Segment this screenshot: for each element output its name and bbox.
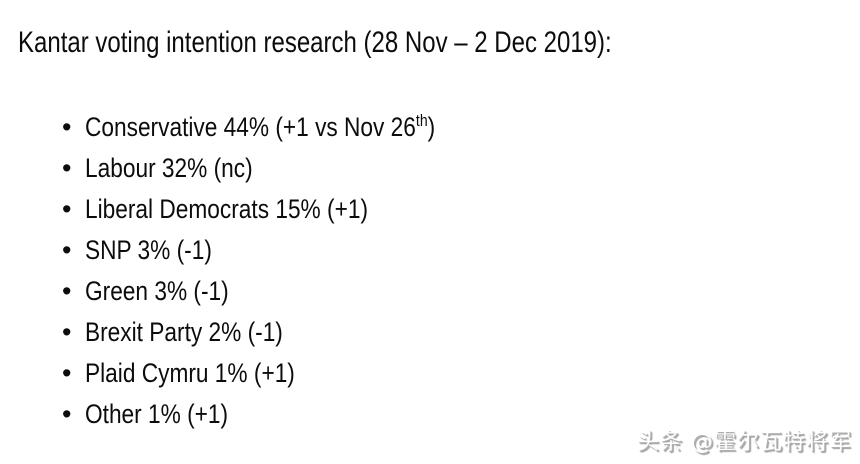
item-label: Liberal Democrats 15% (+1) [85,194,369,224]
list-item: • Conservative 44% (+1 vs Nov 26th) [62,107,502,148]
item-label: Conservative 44% (+1 vs Nov 26 [85,112,416,142]
list-item: • Labour 32% (nc) [62,148,502,189]
item-label: Plaid Cymru 1% (+1) [85,358,295,388]
list-item: • Other 1% (+1) [62,394,502,435]
item-label: Brexit Party 2% (-1) [85,317,283,347]
list-item: • SNP 3% (-1) [62,230,502,271]
list-item: • Green 3% (-1) [62,271,502,312]
item-label: Green 3% (-1) [85,276,229,306]
list-item-text: Labour 32% (nc) [85,153,253,184]
bullet-icon: • [62,317,72,347]
list-item-text: SNP 3% (-1) [85,235,212,266]
list-item: • Plaid Cymru 1% (+1) [62,353,502,394]
list-item: • Brexit Party 2% (-1) [62,312,502,353]
page-title: Kantar voting intention research (28 Nov… [18,26,760,60]
list-item-text: Other 1% (+1) [85,399,228,430]
list-item: • Liberal Democrats 15% (+1) [62,189,502,230]
bullet-icon: • [62,235,72,265]
bullet-icon: • [62,276,72,306]
bullet-icon: • [62,194,72,224]
item-label: SNP 3% (-1) [85,235,212,265]
bullet-icon: • [62,399,72,429]
list-item-text: Green 3% (-1) [85,276,229,307]
watermark: 头条 @霍尔瓦特将军 [637,430,852,455]
item-tail: ) [427,112,436,142]
item-label: Other 1% (+1) [85,399,229,429]
bullet-icon: • [62,112,72,142]
list-item-text: Plaid Cymru 1% (+1) [85,358,295,389]
list-item-text: Liberal Democrats 15% (+1) [85,194,368,225]
bullet-icon: • [62,358,72,388]
bullet-icon: • [62,153,72,183]
poll-results-list: • Conservative 44% (+1 vs Nov 26th) • La… [62,107,502,435]
item-superscript: th [415,111,428,130]
list-item-text: Conservative 44% (+1 vs Nov 26th) [85,112,435,143]
page-title-text: Kantar voting intention research (28 Nov… [18,26,612,59]
item-label: Labour 32% (nc) [85,153,253,183]
list-item-text: Brexit Party 2% (-1) [85,317,283,348]
